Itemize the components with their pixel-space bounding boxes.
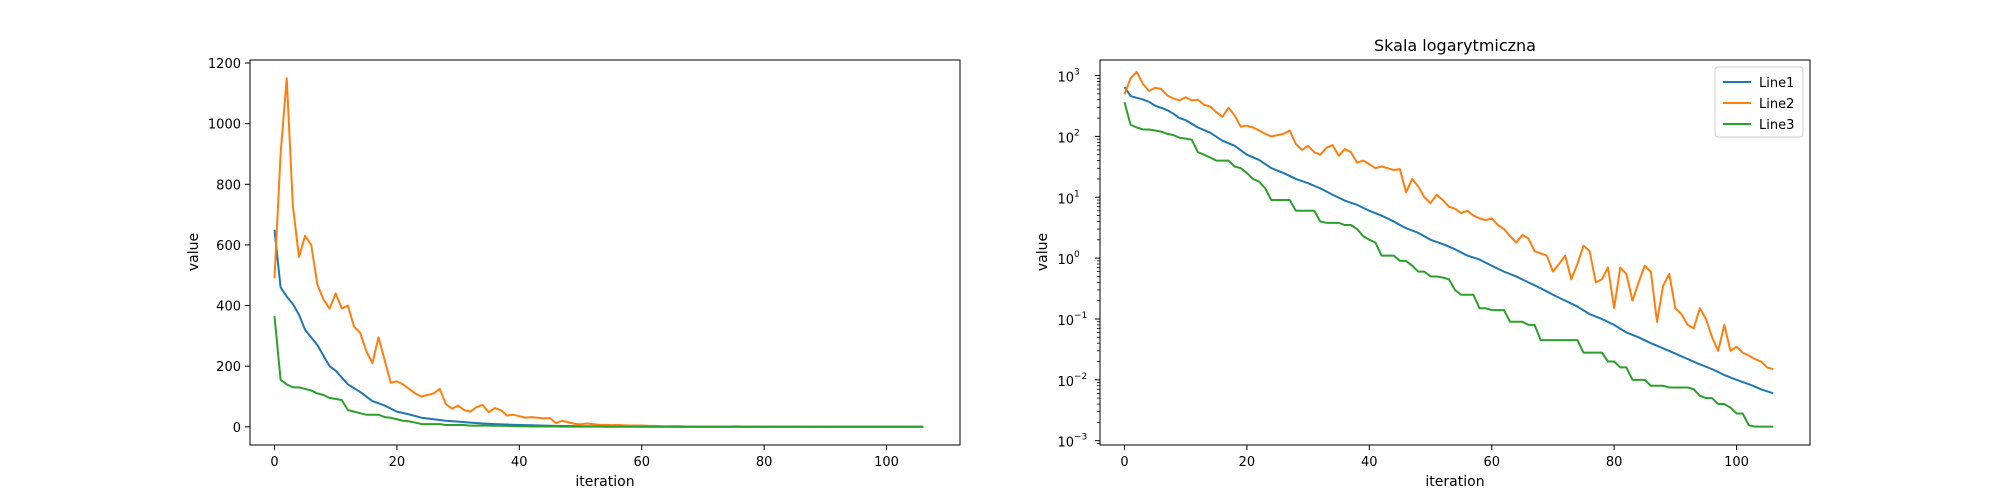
linear-x-tick-label: 0 xyxy=(270,455,278,470)
linear-x-tick-label: 40 xyxy=(511,455,528,470)
log-y-tick-exponent: 2 xyxy=(1074,128,1080,138)
legend-box xyxy=(1714,66,1804,138)
linear-y-axis-label: value xyxy=(186,233,202,271)
linear-y-tick-label: 800 xyxy=(216,178,241,193)
linear-y-tick-label: 200 xyxy=(216,360,241,375)
log-y-tick-label: 10 xyxy=(1057,314,1074,329)
log-y-tick-exponent: −3 xyxy=(1074,433,1087,443)
log-y-tick-exponent: 1 xyxy=(1074,189,1080,199)
log-y-tick-label: 10 xyxy=(1057,375,1074,390)
linear-y-tick-label: 1000 xyxy=(208,118,241,133)
log-series-line-line3 xyxy=(1123,101,1774,428)
legend-label-line3: Line3 xyxy=(1759,118,1794,133)
linear-chart: 0 20 40 60 80 100 0 200 400 600 800 1000 1200 itera… xyxy=(186,57,961,490)
linear-axes-frame xyxy=(249,59,961,446)
log-y-axis-label: value xyxy=(1035,233,1051,271)
log-legend: Line1 Line2 Line3 xyxy=(1714,66,1804,138)
log-series-line-line2 xyxy=(1123,70,1774,371)
log-y-tick-label: 10 xyxy=(1057,71,1074,86)
log-chart-title: Skala logarytmiczna xyxy=(1374,36,1536,55)
log-y-tick-label: 10 xyxy=(1057,436,1074,451)
log-y-tick-label: 10 xyxy=(1057,253,1074,268)
log-x-ticks: 0 20 40 60 80 100 xyxy=(1120,445,1749,470)
linear-x-axis-label: iteration xyxy=(575,474,634,490)
linear-y-tick-label: 0 xyxy=(233,421,241,436)
log-y-tick-label: 10 xyxy=(1057,192,1074,207)
linear-x-ticks: 0 20 40 60 80 100 xyxy=(270,445,899,470)
log-y-tick-exponent: 3 xyxy=(1074,68,1080,78)
linear-y-tick-label: 1200 xyxy=(208,57,241,72)
log-x-axis-label: iteration xyxy=(1425,474,1484,490)
log-axes-frame xyxy=(1099,59,1811,446)
log-y-tick-exponent: −1 xyxy=(1074,311,1087,321)
linear-y-ticks: 0 200 400 600 800 1000 1200 xyxy=(208,57,250,436)
legend-label-line1: Line1 xyxy=(1759,76,1794,91)
linear-series-lines xyxy=(273,77,924,428)
linear-x-tick-label: 100 xyxy=(874,455,899,470)
linear-y-tick-label: 400 xyxy=(216,300,241,315)
log-chart: Skala logarytmiczna 0 20 40 60 80 100 10 −310−… xyxy=(1035,36,1811,490)
log-series-lines xyxy=(1123,70,1774,428)
linear-x-tick-label: 20 xyxy=(389,455,406,470)
log-x-tick-label: 40 xyxy=(1361,455,1378,470)
log-x-tick-label: 60 xyxy=(1483,455,1500,470)
linear-x-tick-label: 60 xyxy=(633,455,650,470)
log-y-tick-exponent: 0 xyxy=(1074,250,1080,260)
log-x-tick-label: 100 xyxy=(1724,455,1749,470)
linear-y-tick-label: 600 xyxy=(216,239,241,254)
log-y-tick-exponent: −2 xyxy=(1074,372,1087,382)
log-x-tick-label: 0 xyxy=(1120,455,1128,470)
linear-series-line-line3 xyxy=(273,316,924,428)
log-x-tick-label: 80 xyxy=(1606,455,1623,470)
linear-x-tick-label: 80 xyxy=(756,455,773,470)
log-y-tick-label: 10 xyxy=(1057,131,1074,146)
log-series-line-line1 xyxy=(1123,86,1774,395)
legend-label-line2: Line2 xyxy=(1759,97,1794,112)
log-x-tick-label: 20 xyxy=(1239,455,1256,470)
